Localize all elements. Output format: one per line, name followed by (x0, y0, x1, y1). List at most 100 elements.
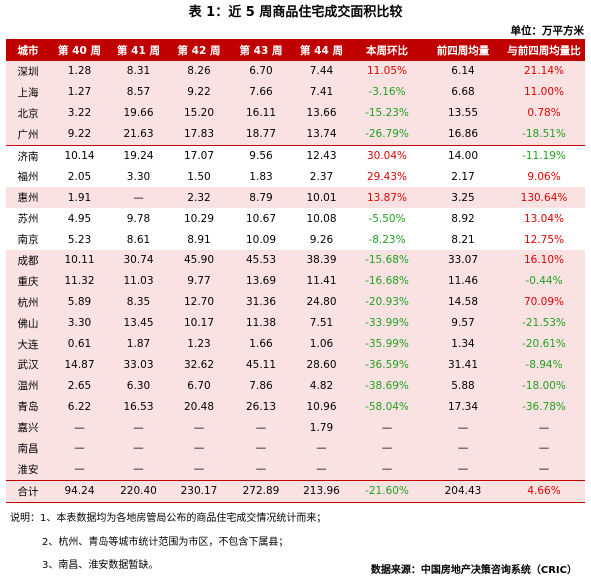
cell-week-40: 0.61 (50, 333, 109, 355)
cell-wow-change: — (351, 438, 423, 459)
cell-week-41: — (109, 438, 168, 459)
cell-week-42: 1.23 (168, 333, 230, 355)
cell-week-40: 3.30 (50, 312, 109, 334)
cell-week-42: 10.17 (168, 312, 230, 334)
cell-week-43: 16.11 (230, 102, 292, 124)
table-row: 深圳 1.28 8.31 8.26 6.70 7.44 11.05% 6.14 21.14% (6, 61, 585, 82)
header-week-43: 第 43 周 (230, 39, 292, 61)
cell-four-week-avg: 14.00 (423, 144, 503, 167)
cell-four-week-avg: 13.55 (423, 102, 503, 124)
cell-city: 北京 (6, 102, 50, 124)
cell-week-41: 8.57 (109, 81, 168, 103)
cell-week-42: 20.48 (168, 396, 230, 418)
cell-week-40: 2.05 (50, 166, 109, 188)
cell-week-40: 3.22 (50, 102, 109, 124)
cell-week-44: — (292, 438, 351, 459)
cell-vs-four-week-avg: — (503, 438, 585, 459)
transaction-area-table: 城市 第 40 周 第 41 周 第 42 周 第 43 周 第 44 周 本周… (6, 39, 585, 503)
cell-week-43: 18.77 (230, 123, 292, 146)
cell-week-44: 13.74 (292, 123, 351, 146)
cell-vs-four-week-avg: -21.53% (503, 312, 585, 334)
cell-four-week-avg: 17.34 (423, 396, 503, 418)
cell-week-44: 1.06 (292, 333, 351, 355)
cell-four-week-avg: 14.58 (423, 291, 503, 313)
table-row: 南京 5.23 8.61 8.91 10.09 9.26 -8.23% 8.21 12.75% (6, 229, 585, 251)
cell-wow-change: -15.68% (351, 250, 423, 271)
cell-four-week-avg: 8.21 (423, 229, 503, 251)
cell-week-44: 12.43 (292, 144, 351, 167)
cell-four-week-avg: 3.25 (423, 187, 503, 209)
cell-week-43: 1.66 (230, 333, 292, 355)
cell-city: 惠州 (6, 187, 50, 209)
cell-week-40: 2.65 (50, 375, 109, 397)
cell-week-43: — (230, 458, 292, 481)
cell-week-42: 45.90 (168, 250, 230, 271)
total-week-44: 213.96 (292, 479, 351, 503)
cell-week-42: 6.70 (168, 375, 230, 397)
cell-week-42: — (168, 438, 230, 459)
header-week-40: 第 40 周 (50, 39, 109, 61)
cell-week-42: 1.50 (168, 166, 230, 188)
cell-week-44: 10.08 (292, 208, 351, 230)
table-row: 成都 10.11 30.74 45.90 45.53 38.39 -15.68% 33.07 1… (6, 250, 585, 271)
cell-week-42: 9.22 (168, 81, 230, 103)
cell-four-week-avg: 11.46 (423, 270, 503, 292)
cell-week-44: — (292, 458, 351, 481)
cell-week-41: 30.74 (109, 250, 168, 271)
cell-week-41: 11.03 (109, 270, 168, 292)
cell-week-40: 1.28 (50, 61, 109, 82)
cell-week-42: 2.32 (168, 187, 230, 209)
table-row: 重庆 11.32 11.03 9.77 13.69 11.41 -16.68% 11.46 -0… (6, 270, 585, 292)
cell-week-44: 13.66 (292, 102, 351, 124)
cell-city: 成都 (6, 250, 50, 271)
cell-wow-change: — (351, 417, 423, 439)
cell-week-40: 14.87 (50, 354, 109, 376)
cell-week-42: 10.29 (168, 208, 230, 230)
cell-week-44: 28.60 (292, 354, 351, 376)
table-row: 上海 1.27 8.57 9.22 7.66 7.41 -3.16% 6.68 11.00% (6, 81, 585, 103)
header-week-41: 第 41 周 (109, 39, 168, 61)
cell-city: 重庆 (6, 270, 50, 292)
table-row: 佛山 3.30 13.45 10.17 11.38 7.51 -33.99% 9.57 -21.… (6, 312, 585, 334)
cell-week-40: 4.95 (50, 208, 109, 230)
cell-city: 济南 (6, 144, 50, 167)
cell-week-43: 7.86 (230, 375, 292, 397)
cell-week-44: 10.96 (292, 396, 351, 418)
note-2: 2、杭州、青岛等城市统计范围为市区，不包含下属县； (42, 536, 289, 548)
cell-week-44: 10.01 (292, 187, 351, 209)
total-city: 合计 (6, 479, 50, 503)
table-row: 温州 2.65 6.30 6.70 7.86 4.82 -38.69% 5.88 -18.00% (6, 375, 585, 397)
cell-vs-four-week-avg: 70.09% (503, 291, 585, 313)
cell-week-40: 5.89 (50, 291, 109, 313)
notes: 说明：1、本表数据均为各地房管局公布的商品住宅成交情况统计而来； 2、杭州、青岛… (10, 507, 326, 578)
header-wow-change: 本周环比 (351, 39, 423, 61)
cell-week-40: — (50, 458, 109, 481)
cell-wow-change: -58.04% (351, 396, 423, 418)
cell-city: 南京 (6, 229, 50, 251)
cell-vs-four-week-avg: 11.00% (503, 81, 585, 103)
cell-vs-four-week-avg: -18.51% (503, 123, 585, 146)
total-week-40: 94.24 (50, 479, 109, 503)
table-header-row: 城市 第 40 周 第 41 周 第 42 周 第 43 周 第 44 周 本周… (6, 39, 585, 61)
cell-week-44: 11.41 (292, 270, 351, 292)
cell-week-41: 8.35 (109, 291, 168, 313)
cell-wow-change: -20.93% (351, 291, 423, 313)
total-four-week-avg: 204.43 (423, 479, 503, 503)
cell-wow-change: 29.43% (351, 166, 423, 188)
cell-week-44: 4.82 (292, 375, 351, 397)
cell-wow-change: 13.87% (351, 187, 423, 209)
table-row: 杭州 5.89 8.35 12.70 31.36 24.80 -20.93% 14.58 70.… (6, 291, 585, 313)
cell-vs-four-week-avg: — (503, 458, 585, 481)
cell-vs-four-week-avg: -11.19% (503, 144, 585, 167)
cell-week-44: 2.37 (292, 166, 351, 188)
cell-week-41: 33.03 (109, 354, 168, 376)
cell-week-44: 9.26 (292, 229, 351, 251)
cell-four-week-avg: 8.92 (423, 208, 503, 230)
cell-vs-four-week-avg: -36.78% (503, 396, 585, 418)
cell-week-41: 13.45 (109, 312, 168, 334)
cell-week-43: 8.79 (230, 187, 292, 209)
cell-week-41: — (109, 417, 168, 439)
cell-week-43: 7.66 (230, 81, 292, 103)
cell-vs-four-week-avg: 0.78% (503, 102, 585, 124)
